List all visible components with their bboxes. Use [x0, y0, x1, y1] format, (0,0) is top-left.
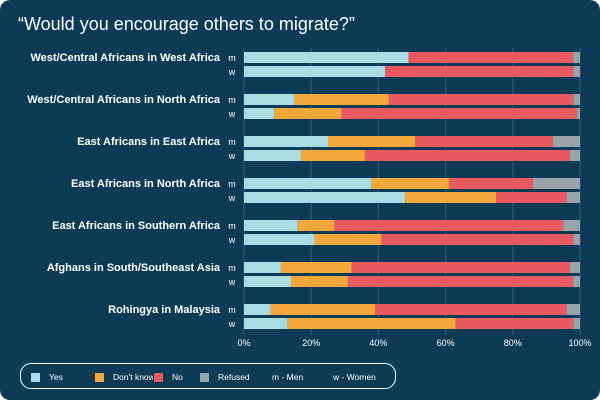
bar-segment — [244, 150, 302, 161]
sex-label: w — [228, 193, 236, 203]
bar-segment — [385, 66, 574, 77]
bar-segment — [244, 192, 406, 203]
bar-segment — [415, 136, 554, 147]
legend-item-dont-know: Don't know — [94, 371, 155, 384]
legend-label-yes: Yes — [49, 372, 63, 382]
sex-label: w — [228, 319, 236, 329]
category-label: Afghans in South/Southeast Asia — [47, 262, 221, 274]
category-label: West/Central Africans in North Africa — [27, 94, 221, 106]
legend-note-men: m - Men — [272, 372, 304, 382]
legend-item-no: No — [153, 371, 183, 384]
bar-segment — [334, 220, 564, 231]
legend-swatch-refused — [199, 372, 210, 384]
x-tick-label: 100% — [568, 338, 591, 348]
bar-segment — [405, 192, 496, 203]
bar-segment — [348, 276, 574, 287]
legend-swatch-no — [153, 372, 164, 384]
sex-label: m — [228, 137, 236, 147]
category-label: East Africans in Southern Africa — [52, 220, 221, 232]
x-tick-label: 20% — [302, 338, 320, 348]
legend-note-women: w - Women — [333, 372, 376, 382]
bar-segment — [569, 262, 580, 273]
sex-label: w — [228, 277, 236, 287]
bar-segment — [388, 94, 574, 105]
sex-label: m — [228, 179, 236, 189]
bar-segment — [573, 52, 580, 63]
category-label: Rohingya in Malaysia — [108, 304, 221, 316]
sex-label: m — [228, 53, 236, 63]
legend: Yes Don't know No Refused m - Men w - Wo… — [20, 363, 396, 389]
bar-segment — [566, 192, 580, 203]
bar-segment — [301, 150, 365, 161]
bar-segment — [566, 304, 580, 315]
bar-segment — [371, 178, 449, 189]
bar-segment — [314, 234, 382, 245]
bar-segment — [274, 108, 342, 119]
legend-label-dont-know: Don't know — [113, 372, 155, 382]
bar-segment — [244, 262, 281, 273]
bar-segment — [364, 150, 570, 161]
x-tick-label: 60% — [437, 338, 455, 348]
bar-segment — [280, 262, 352, 273]
sex-label: w — [228, 67, 236, 77]
bar-segment — [448, 178, 533, 189]
bar-segment — [270, 304, 376, 315]
bar-segment — [244, 66, 386, 77]
bar-segment — [573, 66, 580, 77]
bar-segment — [573, 234, 580, 245]
sex-label: m — [228, 263, 236, 273]
bar-segment — [287, 318, 456, 329]
x-tick-label: 80% — [504, 338, 522, 348]
legend-item-refused: Refused — [199, 371, 250, 384]
bar-segment — [569, 150, 580, 161]
sex-label: w — [228, 109, 236, 119]
x-tick-label: 0% — [237, 338, 250, 348]
bar-segment — [244, 304, 271, 315]
bar-segment — [294, 94, 389, 105]
bar-segment — [573, 318, 580, 329]
bar-segment — [563, 220, 580, 231]
legend-item-yes: Yes — [30, 371, 63, 384]
bar-segment — [328, 136, 416, 147]
bar-segment — [244, 178, 372, 189]
legend-label-no: No — [172, 372, 183, 382]
legend-swatch-yes — [30, 372, 41, 384]
sex-label: m — [228, 305, 236, 315]
bar-segment — [291, 276, 349, 287]
bar-segment — [496, 192, 567, 203]
bar-segment — [532, 178, 580, 189]
bar-segment — [553, 136, 580, 147]
category-label: East Africans in East Africa — [77, 136, 221, 148]
bar-segment — [244, 276, 292, 287]
bar-segment — [455, 318, 574, 329]
bar-segment — [375, 304, 567, 315]
sex-label: m — [228, 95, 236, 105]
chart-title: “Would you encourage others to migrate?” — [18, 14, 355, 34]
bar-segment — [576, 108, 580, 119]
bar-segment — [244, 136, 328, 147]
sex-label: m — [228, 221, 236, 231]
bar-segment — [244, 108, 275, 119]
category-label: West/Central Africans in West Africa — [31, 52, 221, 64]
bar-segment — [244, 234, 315, 245]
sex-label: w — [228, 151, 236, 161]
bar-segment — [244, 52, 409, 63]
bar-segment — [573, 276, 580, 287]
bar-segment — [244, 220, 298, 231]
legend-label-refused: Refused — [218, 372, 250, 382]
category-label: East Africans in North Africa — [71, 178, 221, 190]
bar-segment — [381, 234, 574, 245]
x-tick-label: 40% — [369, 338, 387, 348]
legend-swatch-dont-know — [94, 372, 105, 384]
bar-segment — [244, 318, 288, 329]
bar-segment — [244, 94, 295, 105]
bar-segment — [351, 262, 570, 273]
bar-segment — [341, 108, 577, 119]
bar-segment — [297, 220, 335, 231]
sex-label: w — [228, 235, 236, 245]
bar-segment — [573, 94, 580, 105]
bar-segment — [408, 52, 574, 63]
